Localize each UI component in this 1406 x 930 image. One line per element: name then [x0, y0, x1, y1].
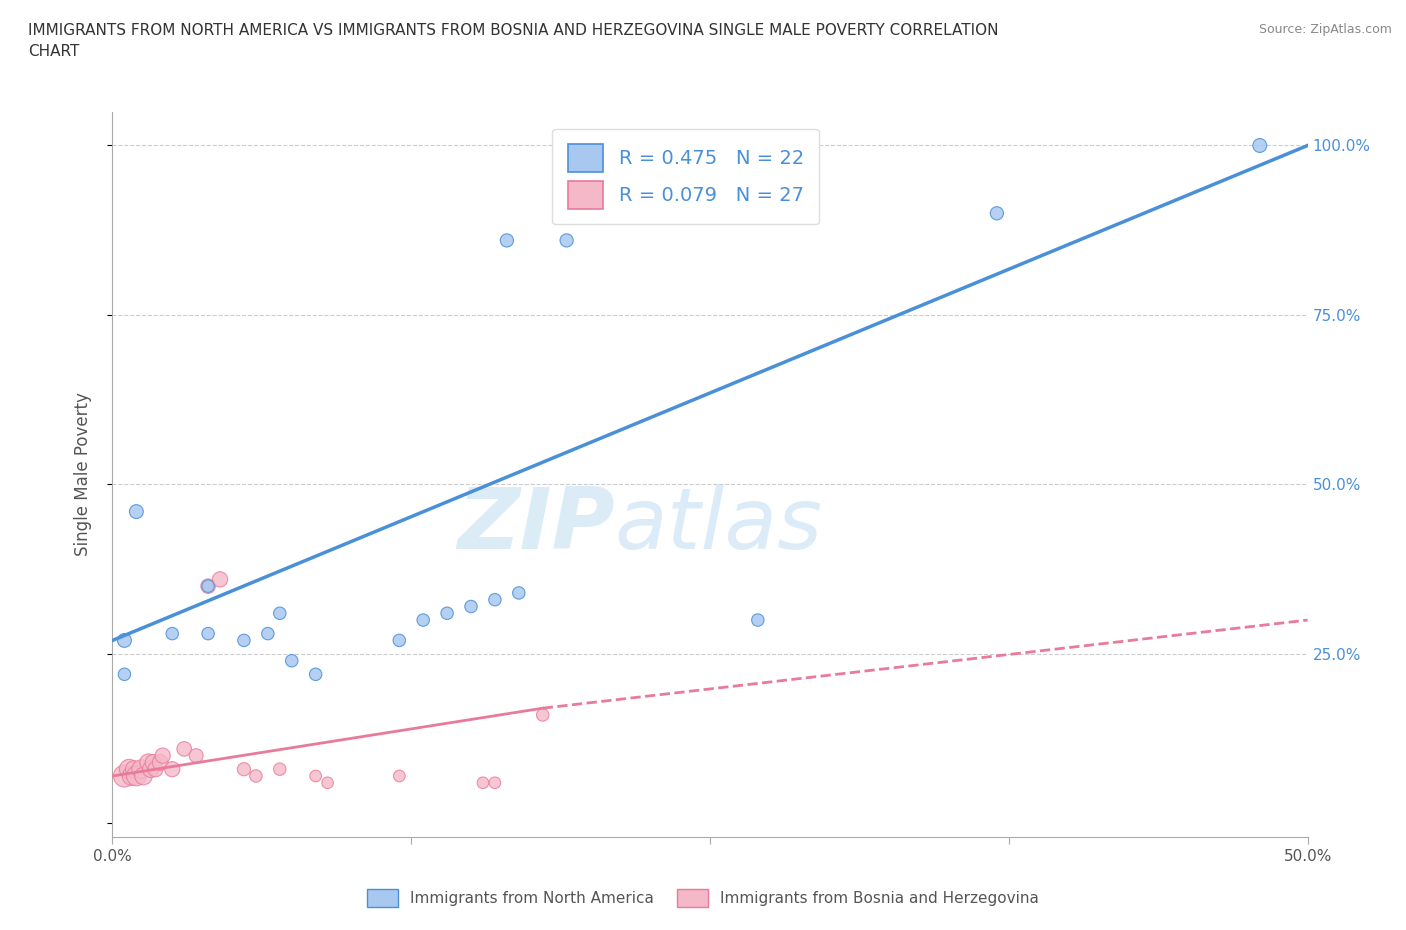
Point	[281, 653, 304, 668]
Legend: R = 0.475   N = 22, R = 0.079   N = 27: R = 0.475 N = 22, R = 0.079 N = 27	[553, 128, 820, 224]
Point	[232, 762, 256, 777]
Point	[162, 762, 183, 777]
Point	[149, 755, 172, 770]
Point	[114, 667, 135, 682]
Point	[1249, 138, 1271, 153]
Point	[162, 626, 183, 641]
Point	[129, 762, 152, 777]
Point	[460, 599, 482, 614]
Point	[531, 708, 554, 723]
Point	[986, 206, 1008, 220]
Point	[114, 768, 135, 783]
Point	[138, 755, 160, 770]
Point	[747, 613, 769, 628]
Point	[484, 776, 506, 790]
Point	[388, 768, 411, 783]
Point	[388, 633, 411, 648]
Point	[484, 592, 506, 607]
Y-axis label: Single Male Poverty: Single Male Poverty	[73, 392, 91, 556]
Text: ZIP: ZIP	[457, 484, 614, 566]
Point	[304, 768, 326, 783]
Point	[197, 626, 219, 641]
Point	[269, 605, 291, 620]
Point	[508, 586, 530, 601]
Legend: Immigrants from North America, Immigrants from Bosnia and Herzegovina: Immigrants from North America, Immigrant…	[361, 884, 1045, 913]
Point	[316, 776, 339, 790]
Point	[197, 578, 219, 593]
Text: Source: ZipAtlas.com: Source: ZipAtlas.com	[1258, 23, 1392, 36]
Point	[472, 776, 495, 790]
Text: atlas: atlas	[614, 484, 823, 566]
Point	[245, 768, 267, 783]
Point	[125, 768, 148, 783]
Point	[186, 749, 208, 764]
Point	[436, 605, 458, 620]
Point	[257, 626, 280, 641]
Point	[197, 578, 219, 593]
Point	[173, 741, 195, 756]
Point	[114, 633, 135, 648]
Point	[555, 233, 578, 248]
Point	[121, 768, 143, 783]
Point	[152, 749, 174, 764]
Text: CHART: CHART	[28, 44, 80, 59]
Point	[145, 762, 167, 777]
Point	[412, 613, 434, 628]
Point	[496, 233, 519, 248]
Point	[304, 667, 326, 682]
Point	[122, 762, 145, 777]
Text: IMMIGRANTS FROM NORTH AMERICA VS IMMIGRANTS FROM BOSNIA AND HERZEGOVINA SINGLE M: IMMIGRANTS FROM NORTH AMERICA VS IMMIGRA…	[28, 23, 998, 38]
Point	[232, 633, 256, 648]
Point	[269, 762, 291, 777]
Point	[125, 504, 148, 519]
Point	[139, 762, 162, 777]
Point	[132, 768, 155, 783]
Point	[118, 762, 141, 777]
Point	[142, 755, 165, 770]
Point	[208, 572, 231, 587]
